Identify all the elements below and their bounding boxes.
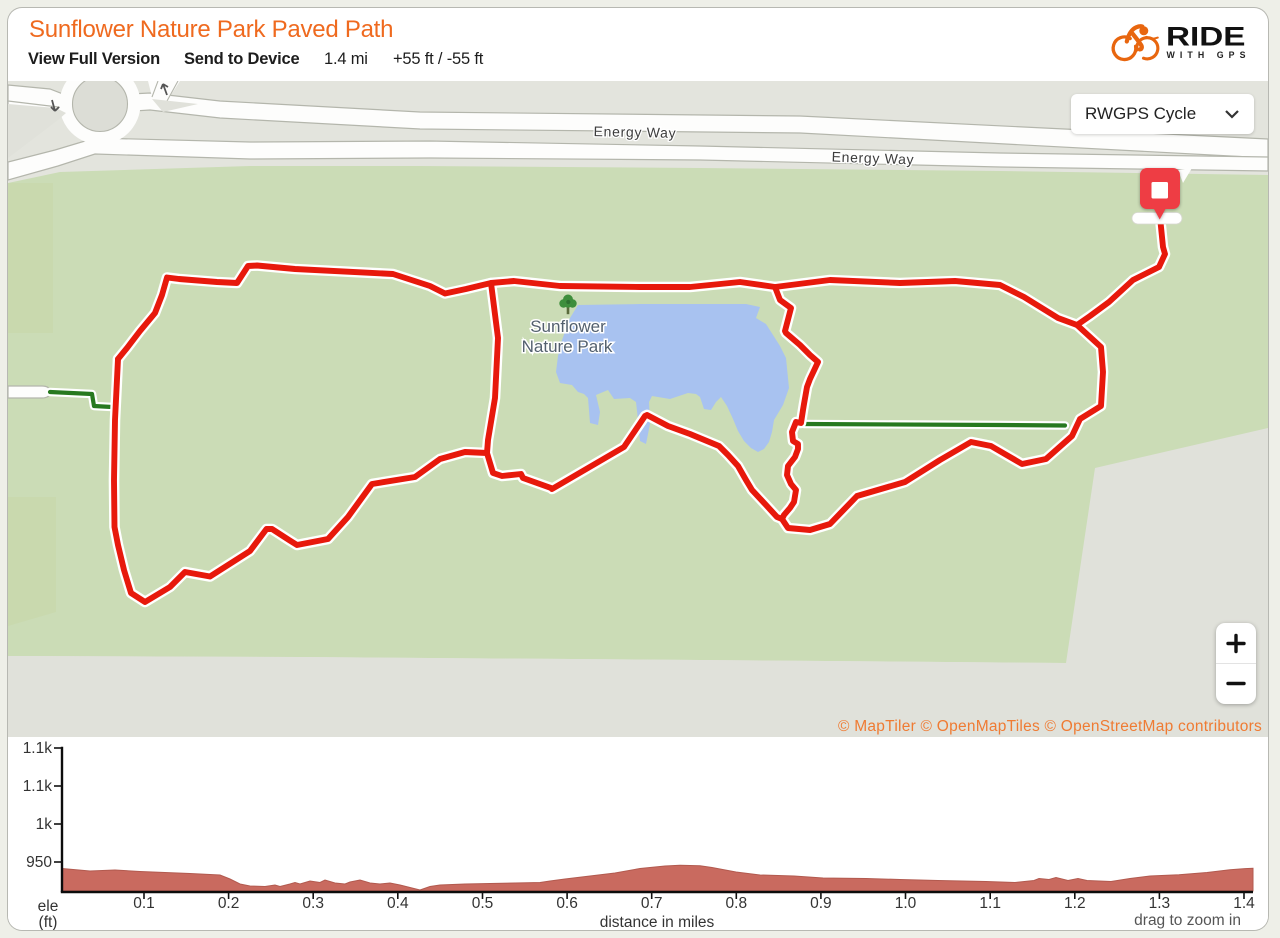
svg-text:1.1k: 1.1k bbox=[23, 778, 53, 795]
svg-text:1.4: 1.4 bbox=[1233, 895, 1255, 912]
svg-text:Energy Way: Energy Way bbox=[593, 123, 676, 141]
svg-text:1.3: 1.3 bbox=[1149, 895, 1171, 912]
svg-text:1.0: 1.0 bbox=[895, 895, 917, 912]
svg-text:0.4: 0.4 bbox=[387, 895, 409, 912]
svg-text:distance in miles: distance in miles bbox=[600, 914, 715, 930]
svg-text:0.3: 0.3 bbox=[302, 895, 324, 912]
svg-text:ele: ele bbox=[38, 898, 59, 915]
svg-text:0.6: 0.6 bbox=[556, 895, 578, 912]
svg-text:1k: 1k bbox=[36, 816, 53, 833]
svg-text:RIDE: RIDE bbox=[1166, 21, 1246, 51]
svg-text:drag to zoom in: drag to zoom in bbox=[1134, 912, 1241, 929]
svg-text:1.1: 1.1 bbox=[979, 895, 1001, 912]
svg-text:0.5: 0.5 bbox=[472, 895, 494, 912]
svg-text:0.2: 0.2 bbox=[218, 895, 240, 912]
svg-text:Sunflower: Sunflower bbox=[530, 317, 606, 336]
svg-text:0.9: 0.9 bbox=[810, 895, 832, 912]
svg-text:0.8: 0.8 bbox=[726, 895, 748, 912]
svg-text:Energy Way: Energy Way bbox=[831, 149, 914, 168]
svg-text:Nature Park: Nature Park bbox=[522, 337, 613, 356]
svg-text:1.1k: 1.1k bbox=[23, 740, 53, 757]
svg-text:0.7: 0.7 bbox=[641, 895, 663, 912]
svg-text:1.2: 1.2 bbox=[1064, 895, 1086, 912]
svg-text:0.1: 0.1 bbox=[133, 895, 155, 912]
svg-text:950: 950 bbox=[26, 854, 52, 871]
svg-text:(ft): (ft) bbox=[39, 914, 58, 930]
